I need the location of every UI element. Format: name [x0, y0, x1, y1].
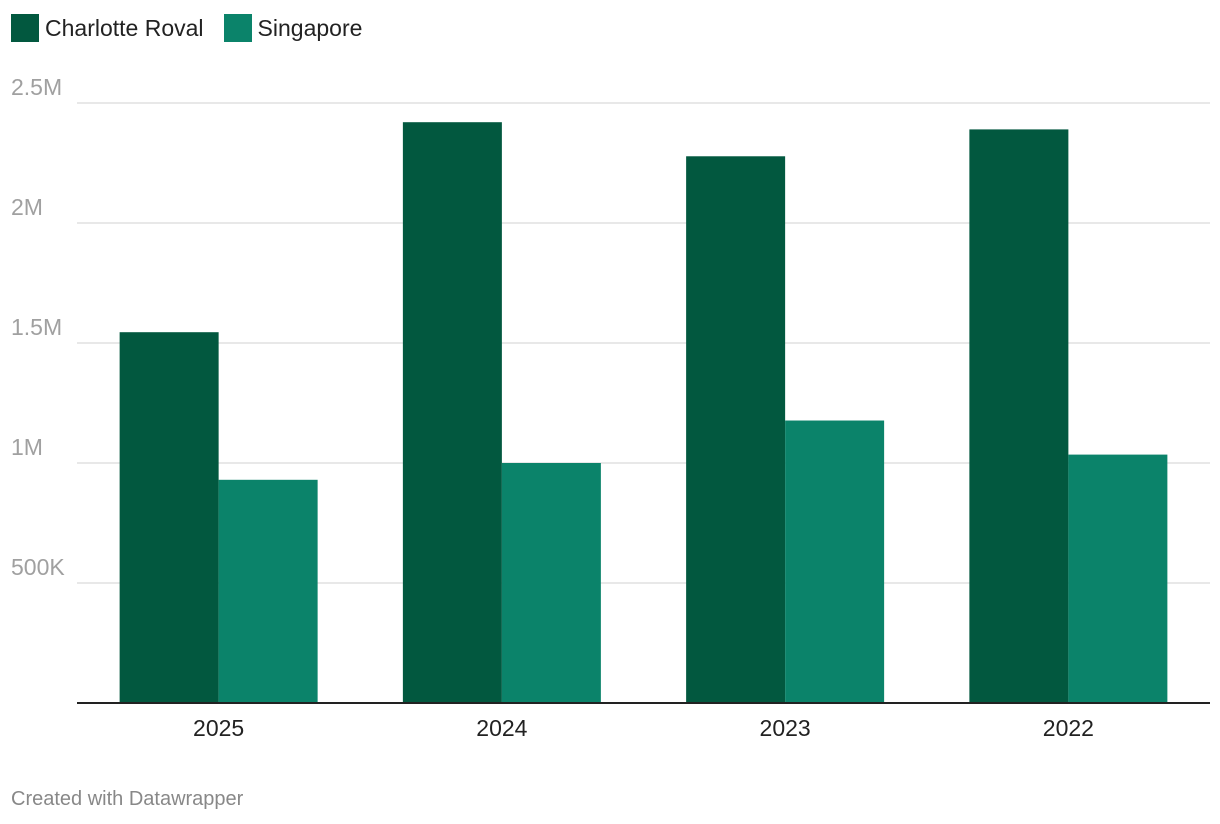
bar-singapore-2022 [1068, 454, 1168, 703]
legend-item-singapore: Singapore [223, 14, 363, 42]
bar-charlotte-roval-2025 [119, 332, 219, 703]
legend-label-charlotte-roval: Charlotte Roval [45, 14, 204, 41]
bar-singapore-2023 [785, 420, 885, 703]
bar-singapore-2025 [218, 479, 318, 703]
y-tick-label: 2.5M [11, 74, 62, 100]
bar-chart: 500K 1M 1.5M 2M 2.5M 2025 2024 2023 2022 [11, 74, 1210, 741]
bar-charlotte-roval-2022 [969, 129, 1069, 703]
bar-singapore-2024 [501, 463, 601, 703]
y-tick-label: 500K [11, 554, 65, 580]
x-tick-label: 2022 [1043, 715, 1094, 741]
chart-legend: Charlotte Roval Singapore [11, 12, 382, 44]
x-tick-label: 2023 [760, 715, 811, 741]
bar-charlotte-roval-2024 [402, 122, 502, 703]
legend-swatch-charlotte-roval [11, 14, 39, 42]
legend-item-charlotte-roval: Charlotte Roval [11, 14, 204, 42]
x-tick-label: 2025 [193, 715, 244, 741]
legend-label-singapore: Singapore [257, 14, 363, 41]
legend-swatch-singapore [223, 14, 252, 42]
y-tick-label: 2M [11, 194, 43, 220]
x-tick-label: 2024 [476, 715, 527, 741]
y-tick-label: 1M [11, 434, 43, 460]
y-tick-label: 1.5M [11, 314, 62, 340]
footer-credit: Created with Datawrapper [11, 788, 244, 810]
bar-charlotte-roval-2023 [686, 156, 786, 703]
